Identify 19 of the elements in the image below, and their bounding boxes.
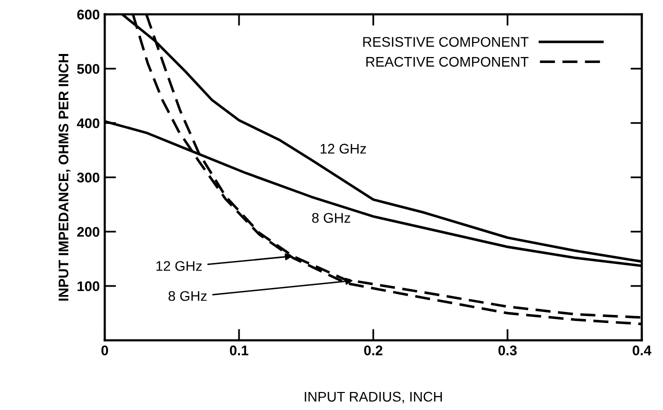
x-tick-label: 0.4 xyxy=(632,346,652,356)
y-tick-label: 600 xyxy=(77,10,100,20)
x-axis-title: INPUT RADIUS, INCH xyxy=(304,392,442,404)
annotation: 8 GHz xyxy=(312,212,350,223)
annotation: 12 GHz xyxy=(320,144,366,154)
legend-label: RESISTIVE COMPONENT xyxy=(363,36,528,47)
x-tick-label: 0.3 xyxy=(498,346,517,356)
y-tick-label: 500 xyxy=(77,64,100,74)
y-tick-label: 400 xyxy=(76,118,100,128)
y-tick-label: 100 xyxy=(78,281,100,292)
annotation: 8 GHz xyxy=(168,291,207,301)
x-tick-label: 0.1 xyxy=(230,346,248,356)
annotation: 12 GHz xyxy=(156,261,202,271)
y-axis-title: INPUT IMPEDANCE, OHMS PER INCH xyxy=(58,54,70,301)
x-tick-label: 0 xyxy=(101,346,108,356)
y-tick-label: 200 xyxy=(77,226,100,237)
y-tick-label: 300 xyxy=(77,172,100,183)
legend-label: REACTIVE COMPONENT xyxy=(366,56,528,67)
x-tick-label: 0.2 xyxy=(364,346,382,356)
